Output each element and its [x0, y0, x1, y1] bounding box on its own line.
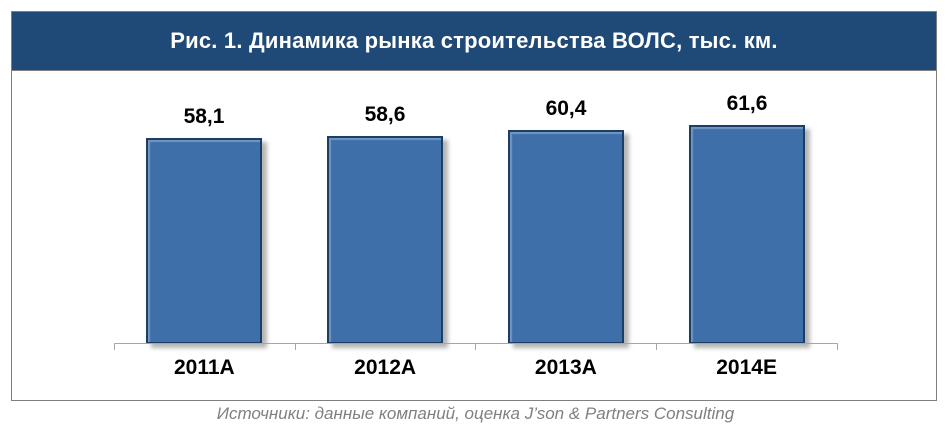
x-axis-tick: [656, 343, 657, 350]
bar-2012: [327, 136, 443, 344]
plot-area: 58,1 58,6 60,4 61,6 2011A: [12, 12, 936, 400]
x-axis-label-2013: 2013A: [534, 356, 597, 379]
x-axis-labels: 2011A 2012A 2013A 2014E: [114, 356, 837, 380]
data-label-2011: 58,1: [183, 105, 225, 128]
bar-2013: [508, 130, 624, 344]
x-axis-tick: [475, 343, 476, 350]
bar-2014: [689, 125, 805, 344]
x-axis-tick: [295, 343, 296, 350]
bar-2011: [146, 138, 262, 344]
data-label-2012: 58,6: [364, 103, 406, 126]
bar-group-2012: 58,6: [327, 103, 443, 344]
chart-title: Рис. 1. Динамика рынка строительства ВОЛ…: [170, 28, 778, 53]
data-label-2013: 60,4: [545, 97, 587, 120]
chart-title-bar: Рис. 1. Динамика рынка строительства ВОЛ…: [12, 12, 936, 71]
source-note: Источники: данные компаний, оценка J’son…: [216, 404, 735, 423]
x-axis-label-2011: 2011A: [174, 356, 235, 379]
x-axis-label-2014: 2014E: [716, 356, 777, 379]
chart-figure: Рис. 1. Динамика рынка строительства ВОЛ…: [11, 11, 937, 401]
bar-group-2014: 61,6: [689, 92, 805, 344]
bar-group-2011: 58,1: [146, 105, 262, 344]
x-axis-tick: [114, 343, 115, 350]
x-axis-label-2012: 2012A: [354, 356, 417, 379]
x-axis-tick: [837, 343, 838, 350]
data-label-2014: 61,6: [726, 92, 768, 115]
bar-group-2013: 60,4: [508, 97, 624, 344]
